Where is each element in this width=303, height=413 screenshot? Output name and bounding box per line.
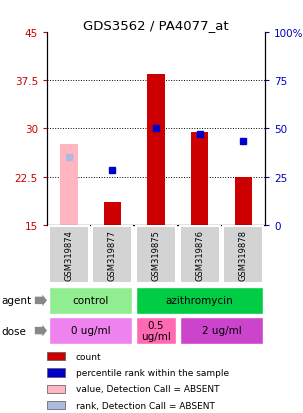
Text: 0.5
ug/ml: 0.5 ug/ml: [141, 320, 171, 342]
Text: GSM319876: GSM319876: [195, 230, 204, 280]
Text: GSM319877: GSM319877: [108, 230, 117, 280]
Bar: [191, 132, 208, 225]
Bar: [47, 385, 65, 393]
Bar: [136, 287, 263, 314]
Bar: [49, 317, 132, 344]
Bar: [235, 177, 252, 225]
Text: control: control: [72, 295, 109, 306]
Bar: [60, 145, 78, 225]
Text: percentile rank within the sample: percentile rank within the sample: [75, 368, 229, 377]
Bar: [147, 75, 165, 225]
Bar: [47, 368, 65, 377]
Text: azithromycin: azithromycin: [166, 295, 234, 306]
Text: count: count: [75, 352, 101, 361]
Bar: [47, 401, 65, 409]
Text: rank, Detection Call = ABSENT: rank, Detection Call = ABSENT: [75, 401, 215, 410]
Bar: [223, 227, 263, 283]
Bar: [180, 227, 220, 283]
Bar: [136, 227, 176, 283]
Bar: [104, 203, 121, 225]
Text: 2 ug/ml: 2 ug/ml: [201, 325, 241, 336]
Bar: [92, 227, 132, 283]
Bar: [47, 352, 65, 361]
Text: value, Detection Call = ABSENT: value, Detection Call = ABSENT: [75, 385, 219, 393]
Bar: [49, 227, 89, 283]
Text: agent: agent: [2, 296, 32, 306]
Bar: [136, 317, 176, 344]
Bar: [180, 317, 263, 344]
Title: GDS3562 / PA4077_at: GDS3562 / PA4077_at: [83, 19, 229, 32]
Text: GSM319875: GSM319875: [152, 230, 161, 280]
Bar: [49, 287, 132, 314]
Text: 0 ug/ml: 0 ug/ml: [71, 325, 110, 336]
Text: dose: dose: [2, 326, 26, 336]
Text: GSM319874: GSM319874: [64, 230, 73, 280]
Text: GSM319878: GSM319878: [239, 230, 248, 280]
